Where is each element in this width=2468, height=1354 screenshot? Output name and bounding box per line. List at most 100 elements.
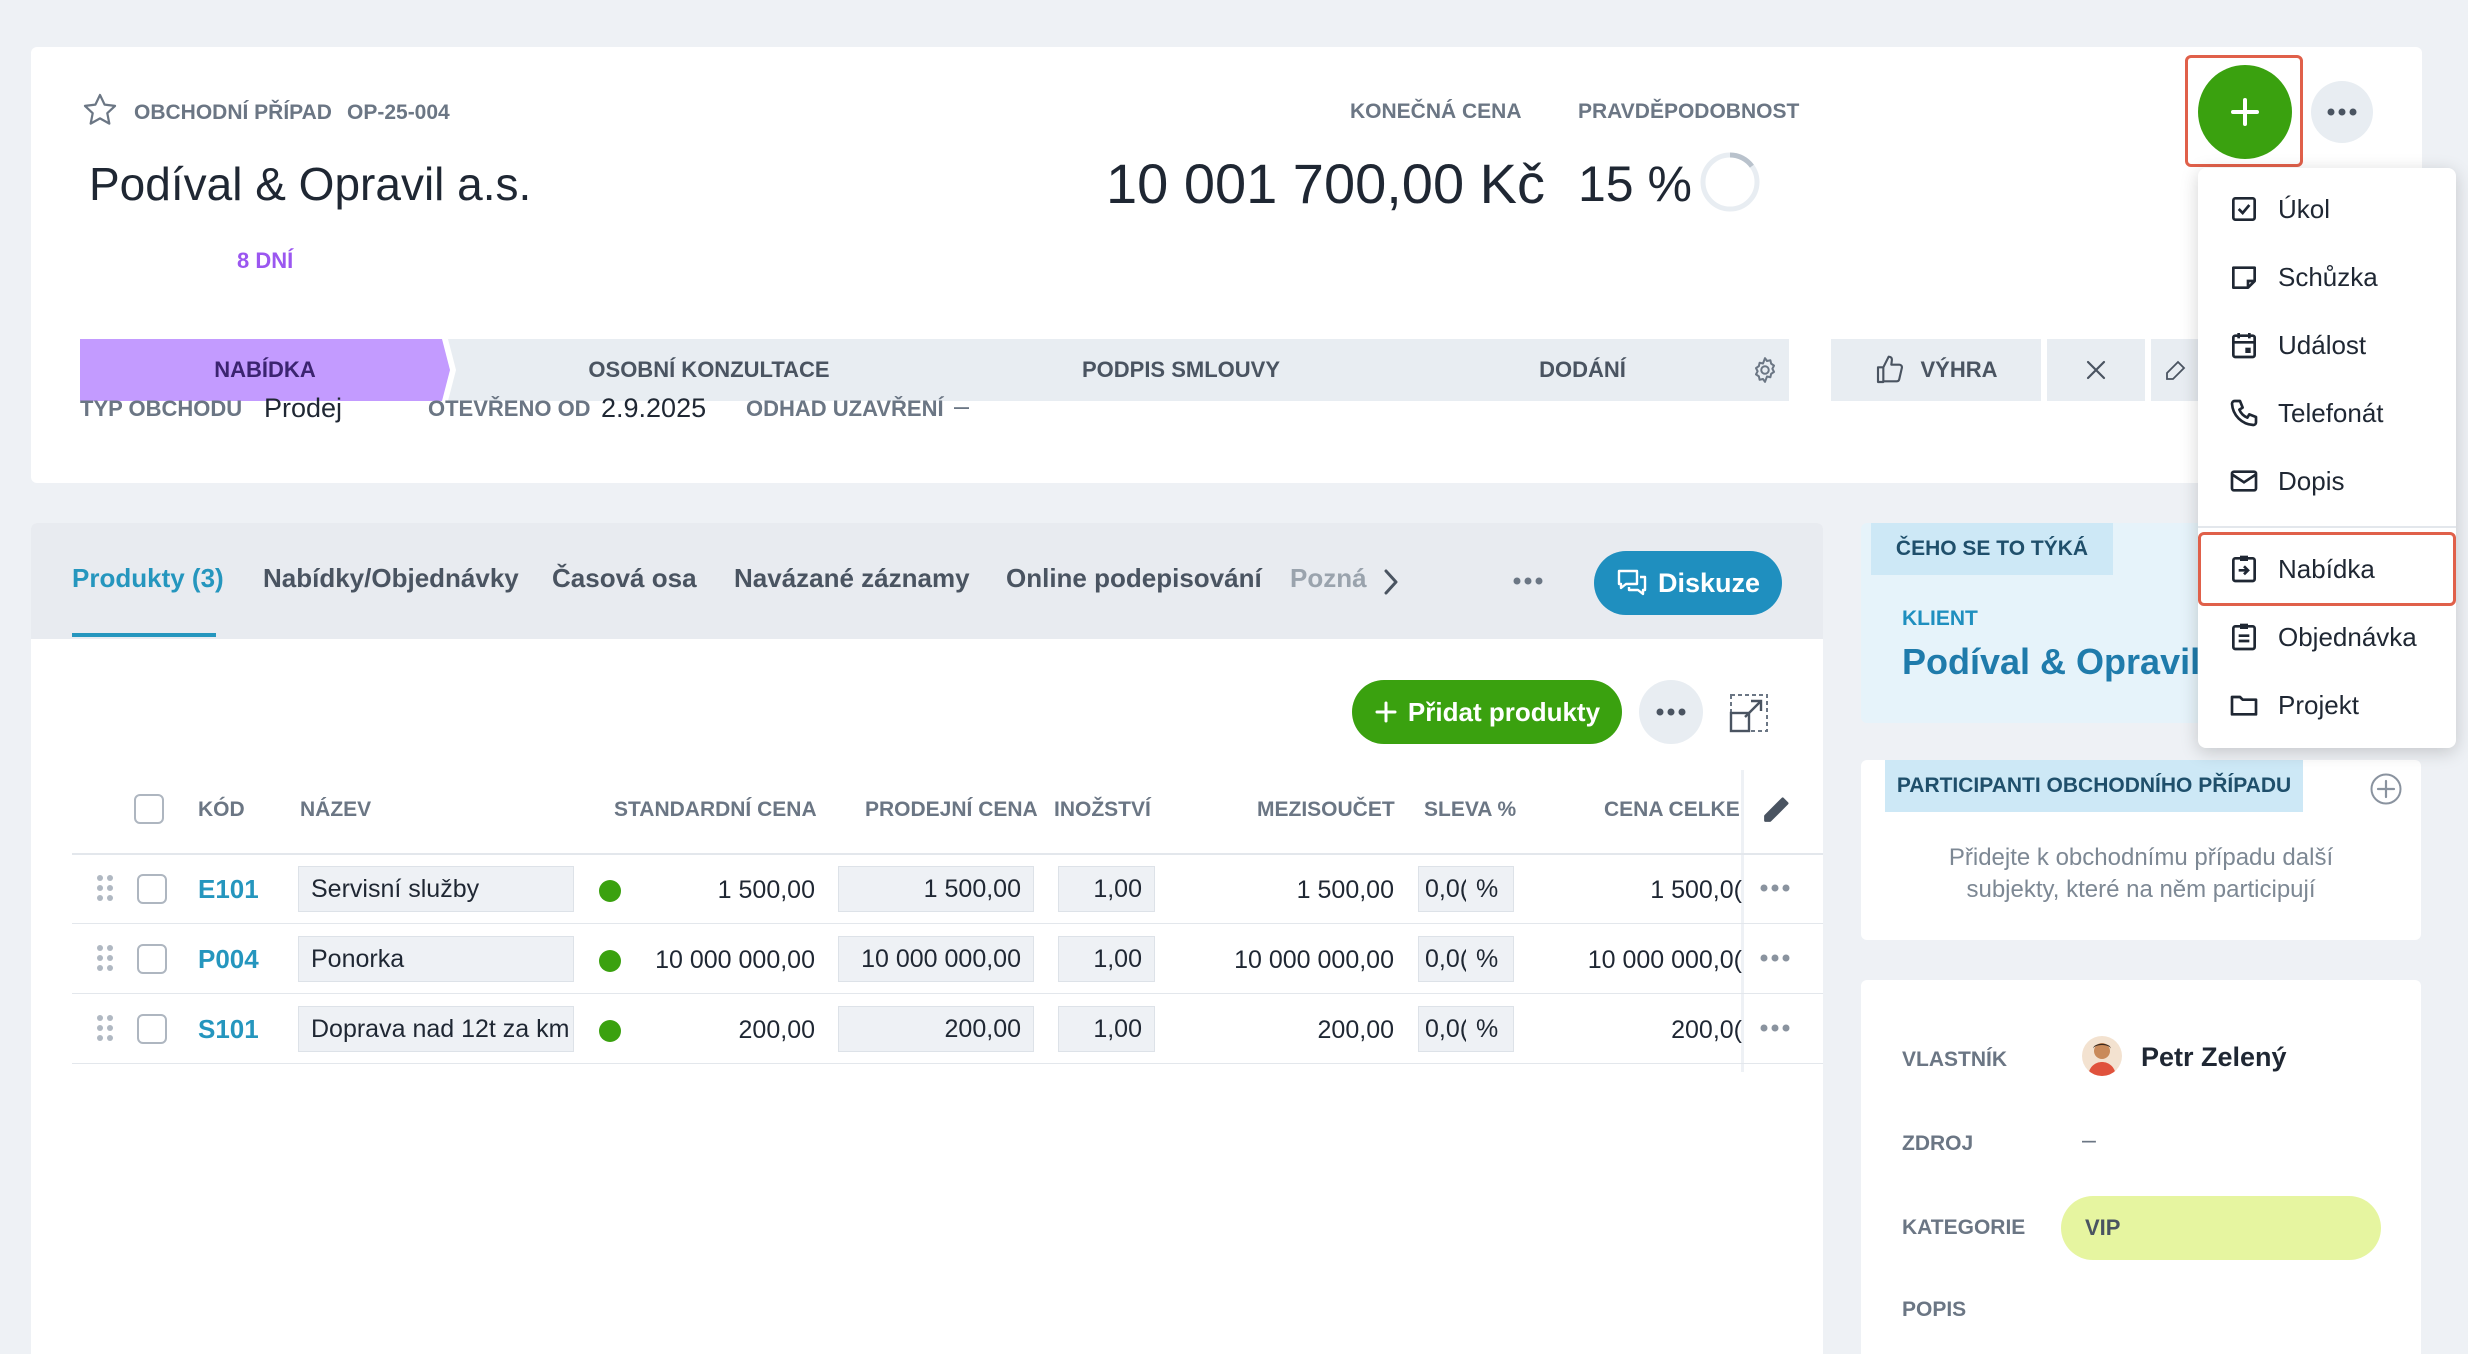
menu-item-label: Úkol — [2278, 193, 2331, 224]
tab-timeline[interactable]: Časová osa — [552, 563, 697, 593]
quantity[interactable]: 1,00 — [1058, 866, 1155, 912]
row-checkbox[interactable] — [137, 1014, 167, 1044]
category-badge[interactable]: VIP — [2061, 1196, 2381, 1260]
close-estimate-value[interactable]: – — [954, 391, 970, 421]
plus-icon — [2231, 98, 2259, 126]
participants-empty-line-1: Přidejte k obchodnímu případu další — [1948, 844, 2334, 871]
category-label: KATEGORIE — [1902, 1216, 2026, 1239]
description-label: POPIS — [1902, 1298, 1967, 1321]
stage-offer[interactable]: NABÍDKA — [80, 339, 450, 401]
menu-item-letter[interactable]: Dopis — [2198, 452, 2456, 510]
extra-action-button[interactable] — [2151, 339, 2201, 401]
row-more-icon[interactable] — [1760, 954, 1790, 962]
participants-title: PARTICIPANTI OBCHODNÍHO PŘÍPADU — [1885, 760, 2303, 812]
add-participant-icon[interactable] — [2369, 772, 2403, 806]
stage-delivery[interactable]: DODÁNÍ — [1392, 339, 1773, 401]
sale-price[interactable]: 200,00 — [838, 1006, 1034, 1052]
menu-item-order[interactable]: Objednávka — [2198, 608, 2456, 666]
phone-icon — [2230, 399, 2258, 427]
probability-ring — [1700, 152, 1760, 212]
col-total[interactable]: CENA CELKEM — [1604, 798, 1744, 821]
participants-empty-line-2: subjekty, které na něm participují — [1966, 876, 2316, 903]
product-name[interactable]: Servisní služby — [298, 866, 574, 912]
add-products-button[interactable]: Přidat produkty — [1352, 680, 1622, 744]
edit-columns-icon[interactable] — [1760, 792, 1794, 826]
plus-icon — [1375, 701, 1397, 723]
menu-item-phone[interactable]: Telefonát — [2198, 384, 2456, 442]
header-divider — [72, 853, 1823, 855]
deal-title: Podíval & Opravil a.s. — [89, 158, 532, 210]
tabs-bar: Produkty (3) Nabídky/Objednávky Časová o… — [31, 523, 1823, 639]
menu-item-project[interactable]: Projekt — [2198, 676, 2456, 734]
row-more-icon[interactable] — [1760, 1024, 1790, 1032]
menu-item-offer[interactable]: Nabídka — [2198, 540, 2456, 598]
final-price: 10 001 700,00 Kč — [1105, 152, 1545, 215]
drag-handle-icon[interactable] — [96, 874, 114, 902]
loss-button[interactable] — [2047, 339, 2145, 401]
menu-item-event[interactable]: Událost — [2198, 316, 2456, 374]
menu-item-task[interactable]: Úkol — [2198, 180, 2456, 238]
col-discount[interactable]: SLEVA % — [1424, 798, 1517, 821]
status-dot — [599, 880, 621, 902]
menu-item-label: Telefonát — [2278, 397, 2384, 428]
more-button[interactable] — [2311, 81, 2373, 143]
source-label: ZDROJ — [1902, 1132, 1974, 1155]
col-sale-price[interactable]: PRODEJNÍ CENA — [865, 798, 1038, 821]
subtotal: 200,00 — [1317, 1016, 1394, 1044]
column-separator — [1741, 770, 1744, 1072]
tab-products[interactable]: Produkty (3) — [72, 563, 224, 593]
product-name[interactable]: Doprava nad 12t za km — [298, 1006, 574, 1052]
add-button[interactable] — [2198, 65, 2292, 159]
tab-notes[interactable]: Pozná — [1290, 563, 1367, 593]
source-value[interactable]: – — [2082, 1126, 2096, 1154]
menu-item-meeting[interactable]: Schůzka — [2198, 248, 2456, 306]
tab-offers-orders[interactable]: Nabídky/Objednávky — [263, 563, 519, 593]
product-code[interactable]: S101 — [198, 1014, 259, 1044]
expand-icon[interactable] — [1729, 693, 1769, 733]
col-code[interactable]: KÓD — [198, 798, 245, 821]
quantity[interactable]: 1,00 — [1058, 936, 1155, 982]
discuss-button[interactable]: Diskuze — [1594, 551, 1782, 615]
products-more-button[interactable] — [1639, 680, 1703, 744]
subtotal: 10 000 000,00 — [1234, 946, 1394, 974]
gear-icon — [1755, 357, 1775, 383]
drag-handle-icon[interactable] — [96, 944, 114, 972]
sale-price[interactable]: 1 500,00 — [838, 866, 1034, 912]
tabs-more-icon[interactable] — [1513, 577, 1543, 585]
product-code[interactable]: E101 — [198, 874, 259, 904]
row-checkbox[interactable] — [137, 944, 167, 974]
product-name[interactable]: Ponorka — [298, 936, 574, 982]
stage-contract[interactable]: PODPIS SMLOUVY — [937, 339, 1425, 401]
row-more-icon[interactable] — [1760, 884, 1790, 892]
event-icon — [2232, 333, 2256, 359]
tab-online-signing[interactable]: Online podepisování — [1006, 563, 1262, 593]
col-quantity[interactable]: INOŽSTVÍ — [1054, 798, 1151, 821]
col-subtotal[interactable]: MEZISOUČET — [1257, 798, 1395, 821]
win-button[interactable]: VÝHRA — [1831, 339, 2041, 401]
status-dot — [599, 1020, 621, 1042]
col-name[interactable]: NÁZEV — [300, 798, 372, 821]
quantity[interactable]: 1,00 — [1058, 1006, 1155, 1052]
order-icon — [2232, 623, 2256, 651]
col-std-price[interactable]: STANDARDNÍ CENA — [614, 798, 817, 821]
drag-handle-icon[interactable] — [96, 1014, 114, 1042]
edit-icon — [2166, 360, 2186, 380]
row-divider — [72, 923, 1823, 924]
deal-type-field-value: Prodej — [264, 393, 343, 423]
chevron-right-icon[interactable] — [1381, 567, 1401, 597]
menu-item-label: Nabídka — [2278, 553, 2375, 584]
owner-name[interactable]: Petr Zelený — [2141, 1042, 2287, 1072]
menu-item-label: Projekt — [2278, 689, 2359, 720]
row-checkbox[interactable] — [137, 874, 167, 904]
stage-consultation[interactable]: OSOBNÍ KONZULTACE — [448, 339, 970, 401]
client-link[interactable]: Podíval & Opravil a — [1902, 641, 2231, 682]
std-price: 10 000 000,00 — [655, 946, 815, 974]
sale-price[interactable]: 10 000 000,00 — [838, 936, 1034, 982]
participants-card: PARTICIPANTI OBCHODNÍHO PŘÍPADU Přidejte… — [1861, 760, 2421, 940]
select-all-checkbox[interactable] — [134, 794, 164, 824]
tab-linked-records[interactable]: Navázané záznamy — [734, 563, 970, 593]
status-dot — [599, 950, 621, 972]
stage-settings-button[interactable] — [1741, 339, 1789, 401]
product-code[interactable]: P004 — [198, 944, 259, 974]
star-icon[interactable] — [81, 91, 119, 129]
